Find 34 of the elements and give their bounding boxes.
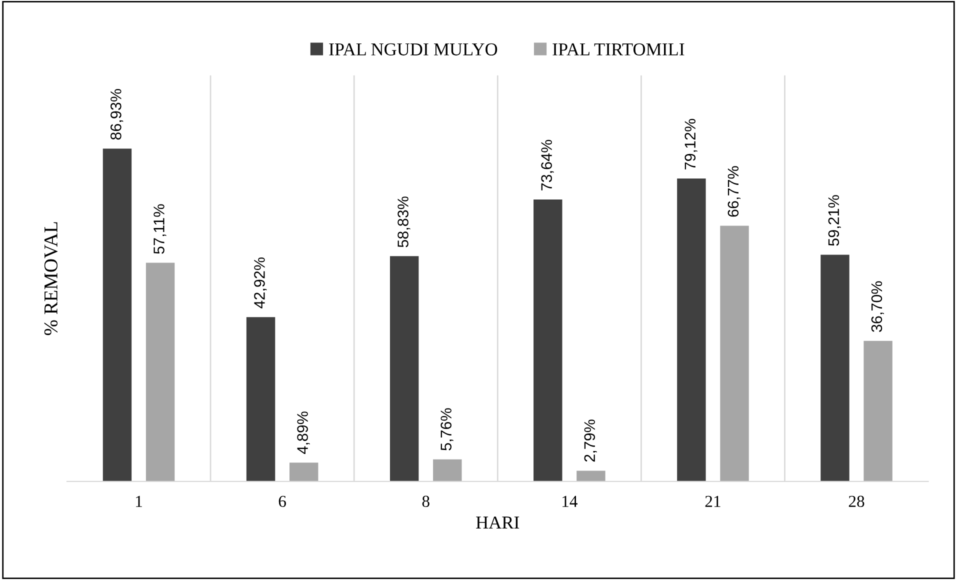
legend-label: IPAL TIRTOMILI bbox=[552, 43, 684, 56]
data-label: 66,77% bbox=[728, 166, 740, 217]
data-label: 79,12% bbox=[684, 118, 698, 170]
data-label: 57,11% bbox=[154, 204, 166, 254]
legend-label: IPAL NGUDI MULYO bbox=[329, 43, 498, 56]
data-label: 58,83% bbox=[398, 196, 410, 248]
bar bbox=[433, 459, 462, 482]
data-label: 4,89% bbox=[297, 412, 310, 454]
x-tick-label: 21 bbox=[705, 496, 720, 507]
x-tick-label: 1 bbox=[136, 496, 142, 507]
bar bbox=[576, 470, 606, 482]
data-label: 73,64% bbox=[541, 140, 554, 190]
x-tick-label: 6 bbox=[278, 496, 286, 508]
bar bbox=[720, 226, 749, 482]
bar bbox=[246, 317, 276, 482]
bar bbox=[146, 262, 175, 482]
bar bbox=[289, 462, 318, 482]
x-tick-label: 8 bbox=[422, 496, 430, 508]
bar bbox=[864, 340, 892, 482]
data-label: 86,93% bbox=[110, 89, 124, 140]
bar bbox=[102, 148, 132, 482]
data-label: 5,76% bbox=[440, 408, 454, 450]
data-label: 42,92% bbox=[254, 257, 267, 308]
data-label: 59,21% bbox=[828, 195, 841, 246]
bar bbox=[677, 178, 706, 482]
x-tick-label: 28 bbox=[848, 496, 864, 508]
x-axis-title: HARI bbox=[476, 516, 520, 528]
data-label: 36,70% bbox=[871, 281, 884, 332]
x-tick-label: 14 bbox=[562, 496, 578, 507]
y-axis-title: % REMOVAL bbox=[44, 222, 58, 336]
bar bbox=[534, 199, 562, 482]
data-label: 2,79% bbox=[584, 420, 597, 462]
bar bbox=[390, 256, 419, 482]
bar bbox=[820, 254, 850, 482]
